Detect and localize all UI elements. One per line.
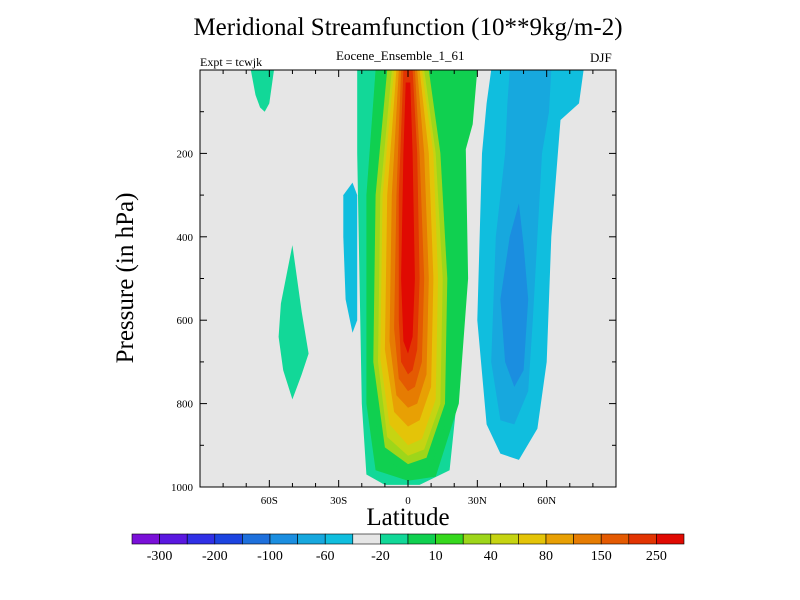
- colorbar-swatch: [573, 533, 602, 545]
- colorbar-swatch: [380, 533, 409, 545]
- contour-north-negative-core: [500, 203, 529, 387]
- x-tick-label: 0: [405, 495, 411, 507]
- contour-red2-core: [401, 82, 415, 354]
- y-axis-label: Pressure (in hPa): [112, 193, 139, 364]
- x-tick-label: 60S: [261, 495, 278, 507]
- colorbar-swatch: [352, 533, 381, 545]
- colorbar-label: -300: [147, 549, 173, 564]
- colorbar-label: -200: [202, 549, 228, 564]
- colorbar-label: 150: [591, 549, 612, 564]
- ensemble-label: Eocene_Ensemble_1_61: [336, 48, 465, 63]
- x-axis: 60S 30S 0 30N 60N: [222, 70, 594, 507]
- colorbar-label: 40: [484, 549, 498, 564]
- x-axis-label: Latitude: [366, 504, 449, 531]
- y-tick-label: 600: [177, 315, 194, 327]
- colorbar-swatch: [131, 533, 160, 545]
- colorbar-swatch: [600, 533, 630, 545]
- colorbar-swatch: [490, 533, 519, 545]
- contour-fill-group: [250, 70, 584, 485]
- experiment-label: Expt = tcwjk: [200, 55, 263, 69]
- colorbar-swatch: [297, 533, 326, 545]
- y-tick-label: 400: [177, 232, 194, 244]
- y-tick-label: 800: [177, 399, 194, 411]
- colorbar-label: -20: [371, 549, 390, 564]
- y-tick-label: 200: [177, 148, 194, 160]
- x-tick-label: 30S: [330, 495, 347, 507]
- colorbar-swatch: [518, 533, 547, 545]
- colorbar-swatch: [407, 533, 436, 545]
- season-label: DJF: [590, 50, 612, 65]
- contour-sh-cell-top: [250, 70, 274, 112]
- y-axis: 200 400 600 800 1000: [171, 111, 616, 494]
- colorbar-swatch: [242, 533, 271, 545]
- contour-sh-cell-mid: [278, 245, 309, 400]
- colorbar-swatch: [435, 533, 464, 545]
- colorbar-swatch: [186, 533, 216, 545]
- colorbar-label: 80: [539, 549, 553, 564]
- colorbar-swatch: [324, 533, 354, 545]
- colorbar-swatch: [656, 533, 685, 545]
- colorbar-label: -60: [316, 549, 335, 564]
- chart-title: Meridional Streamfunction (10**9kg/m-2): [193, 14, 623, 41]
- colorbar-swatch: [269, 533, 298, 545]
- colorbar-swatch: [545, 533, 574, 545]
- colorbar-swatch: [159, 533, 188, 545]
- colorbar-label: 10: [429, 549, 443, 564]
- colorbar-label: 250: [646, 549, 667, 564]
- contour-sh-negative: [343, 182, 358, 333]
- colorbar: -300 -200 -100 -60 -20 10 40 80 150 250: [131, 533, 685, 564]
- colorbar-swatch: [214, 533, 243, 545]
- colorbar-label: -100: [257, 549, 283, 564]
- x-tick-label: 60N: [537, 495, 556, 507]
- y-tick-label: 1000: [171, 482, 194, 494]
- colorbar-swatch: [462, 533, 492, 545]
- colorbar-swatch: [628, 533, 657, 545]
- x-tick-label: 30N: [468, 495, 487, 507]
